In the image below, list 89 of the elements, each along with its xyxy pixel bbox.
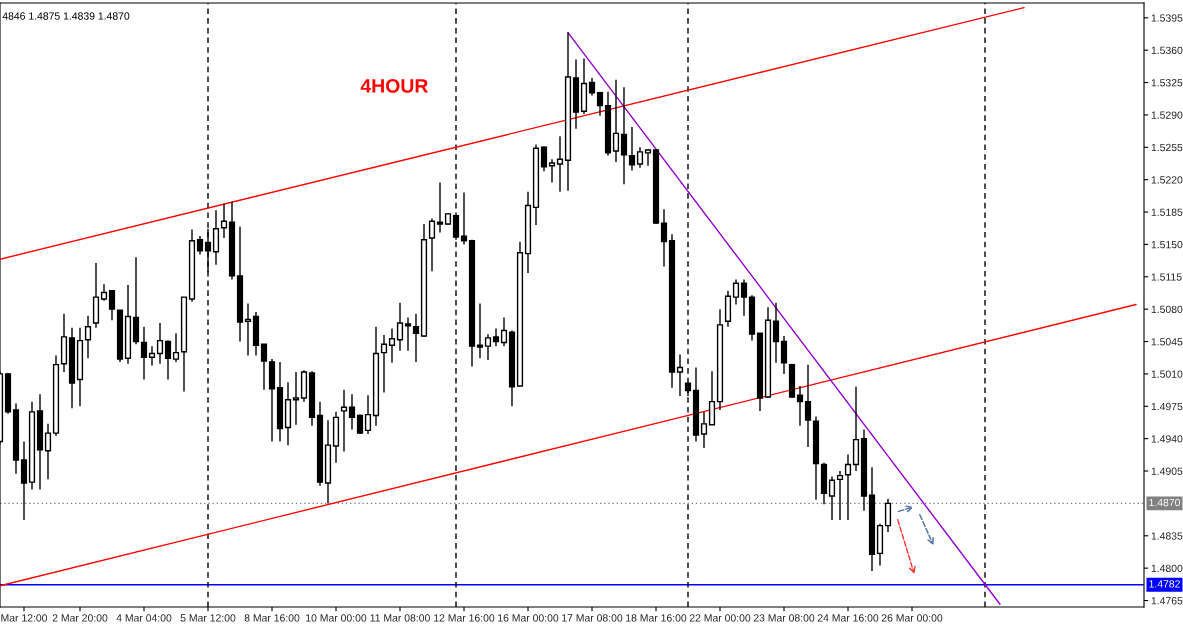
y-tick-label: 1.5010 — [1151, 370, 1183, 378]
candlestick — [740, 278, 748, 317]
candlestick — [772, 301, 780, 364]
y-tick-label: 1.5220 — [1151, 176, 1183, 184]
x-tick-label: 24 Mar 16:00 — [817, 614, 879, 622]
y-tick-label: 1.4835 — [1151, 532, 1183, 540]
candlestick — [500, 316, 508, 347]
candlestick — [108, 289, 116, 321]
candlestick — [732, 278, 740, 306]
candlestick — [780, 335, 788, 375]
x-tick-label: 12 Mar 16:00 — [434, 614, 495, 622]
y-tick-label: 1.5185 — [1151, 208, 1183, 216]
x-tick-label: 5 Mar 12:00 — [180, 614, 236, 622]
candlestick — [196, 235, 204, 256]
candlestick — [796, 385, 804, 427]
candlestick — [388, 327, 396, 364]
candlestick — [340, 388, 348, 453]
candlestick — [212, 209, 220, 266]
x-tick-label: 2 Mar 20:00 — [52, 614, 108, 622]
y-tick-label: 1.5290 — [1151, 111, 1183, 119]
candlestick — [156, 322, 164, 365]
candlestick — [628, 126, 636, 172]
x-tick-label: 23 Mar 08:00 — [753, 614, 815, 622]
candlestick — [556, 135, 564, 193]
y-tick-label: 1.5045 — [1151, 338, 1183, 346]
candlestick — [884, 498, 892, 533]
candlestick — [436, 181, 444, 234]
candlestick — [540, 145, 548, 173]
candlestick — [428, 217, 436, 272]
candlestick — [20, 440, 28, 521]
candlestick — [676, 353, 684, 397]
candlestick — [596, 91, 604, 117]
candlestick — [548, 158, 556, 184]
x-tick-label: 22 Mar 00:00 — [689, 614, 751, 622]
candlestick — [396, 301, 404, 352]
candlestick — [348, 393, 356, 431]
x-tick-label: 18 Mar 16:00 — [626, 614, 687, 622]
y-tick-label: 1.4765 — [1151, 597, 1183, 605]
candlestick — [836, 470, 844, 521]
candlestick — [804, 363, 812, 448]
candlestick — [292, 371, 300, 426]
candlestick — [412, 313, 420, 363]
candlestick — [660, 208, 668, 268]
y-tick-label: 1.5325 — [1151, 79, 1183, 87]
candlestick — [620, 86, 628, 185]
candlestick — [460, 191, 468, 246]
candlestick — [844, 453, 852, 521]
candlestick — [164, 339, 172, 381]
candlestick — [140, 326, 148, 381]
annotation: 4HOUR — [360, 79, 429, 93]
ref-line-label: 1.4870 — [1149, 498, 1181, 507]
y-tick-label: 1.5255 — [1151, 143, 1183, 152]
candlestick — [828, 475, 836, 521]
y-tick-label: 1.4905 — [1151, 467, 1183, 475]
y-tick-label: 1.4800 — [1151, 564, 1183, 573]
candlestick — [612, 79, 620, 163]
candlestick — [636, 146, 644, 169]
candlestick — [260, 343, 268, 391]
x-tick-label: 26 Mar 00:00 — [881, 614, 943, 622]
annotation: 4846 1.4875 1.4839 1.4870 — [2, 12, 130, 20]
candlestick — [484, 333, 492, 361]
x-tick-label: 11 Mar 08:00 — [370, 614, 430, 622]
y-tick-label: 1.5360 — [1151, 46, 1183, 55]
x-tick-label: 10 Mar 00:00 — [306, 614, 367, 622]
x-tick-label: 16 Mar 00:00 — [498, 614, 559, 622]
x-tick-label: Mar 12:00 — [1, 614, 48, 622]
y-tick-label: 1.5395 — [1151, 14, 1183, 22]
candlestick — [492, 327, 500, 347]
y-tick-label: 1.5115 — [1151, 273, 1182, 281]
x-tick-label: 17 Mar 08:00 — [562, 614, 623, 622]
candlestick — [700, 411, 708, 449]
candlestick — [244, 302, 252, 357]
y-tick-label: 1.5150 — [1151, 240, 1183, 249]
x-tick-label: 4 Mar 04:00 — [116, 614, 172, 622]
candlestick — [404, 316, 412, 352]
y-tick-label: 1.4975 — [1151, 402, 1183, 411]
candlestick — [380, 334, 388, 394]
candlestick — [364, 394, 372, 435]
candlestick — [476, 302, 484, 359]
candlestick — [148, 345, 156, 367]
candlestick — [44, 423, 52, 481]
candlestick — [172, 332, 180, 363]
ref-line-label: 1.4782 — [1149, 580, 1180, 588]
x-tick-label: 8 Mar 16:00 — [244, 614, 300, 622]
candlestick — [84, 314, 92, 359]
candlestick — [708, 370, 716, 426]
y-tick-label: 1.4940 — [1151, 435, 1183, 443]
y-tick-label: 1.5080 — [1151, 305, 1183, 314]
candlestick — [644, 148, 652, 167]
